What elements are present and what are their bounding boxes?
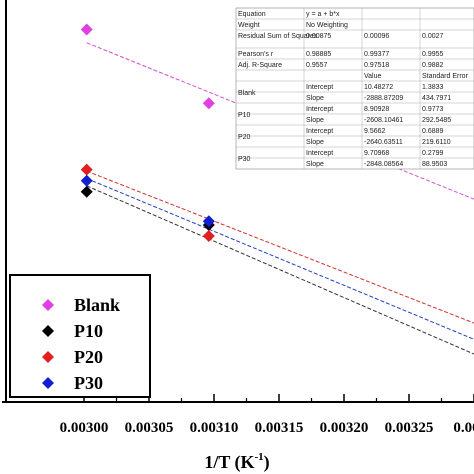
fit-table-cell: -2888.87209 <box>364 95 403 102</box>
fit-table-cell: 0.00875 <box>306 33 331 40</box>
data-point-p10 <box>80 185 93 198</box>
fit-table-cell: -2848.08564 <box>364 161 403 168</box>
fit-table-cell: Standard Error <box>422 73 469 80</box>
fit-table-cell: 0.9882 <box>422 62 444 69</box>
data-point-p20 <box>80 163 93 176</box>
fit-table-cell: 1.3833 <box>422 84 444 91</box>
fit-table-cell: Slope <box>306 139 324 146</box>
fit-line-p10 <box>86 185 474 355</box>
fit-table-cell: Slope <box>306 117 324 124</box>
fit-table-cell: Intercept <box>306 128 333 135</box>
fit-table-cell: -2640.63511 <box>364 139 403 146</box>
axes <box>2 0 474 403</box>
fit-table-cell: 0.9773 <box>422 106 444 113</box>
data-point-p30 <box>202 215 215 228</box>
fit-table-cell: 0.2799 <box>422 150 444 157</box>
fit-table-cell: Adj. R-Square <box>238 62 282 69</box>
fit-table-cell: y = a + b*x <box>306 11 340 18</box>
fit-lines <box>86 42 474 355</box>
x-axis-title-sup: -1 <box>255 451 264 463</box>
fit-table-cell: Intercept <box>306 84 333 91</box>
fit-table-group-label: P10 <box>238 112 251 119</box>
fit-table-group-label: P20 <box>238 134 251 141</box>
legend-label-p10: P10 <box>74 321 103 341</box>
x-tick-label: 0.00305 <box>125 420 174 436</box>
fit-table-cell: Slope <box>306 161 324 168</box>
legend-label-p30: P30 <box>74 373 103 393</box>
x-tick-label: 0.00315 <box>255 420 304 436</box>
fit-table-cell: 0.9955 <box>422 51 444 58</box>
legend-label-p20: P20 <box>74 347 103 367</box>
fit-table-cell: 0.0027 <box>422 33 444 40</box>
x-axis-title-close: ) <box>264 452 270 473</box>
fit-table-cell: 0.97518 <box>364 62 389 69</box>
fit-table-cell: 0.6889 <box>422 128 444 135</box>
fit-table-cell: 8.90928 <box>364 106 389 113</box>
fit-line-p30 <box>86 178 474 340</box>
fit-table-cell: No Weighting <box>306 22 348 29</box>
x-tick-label: 0.0033 <box>453 420 474 436</box>
fit-results-table: Equation y = a + b*x Weight No Weighting Res… <box>235 7 474 170</box>
fit-table-cell: 0.00096 <box>364 33 389 40</box>
fit-table-cell: 0.99377 <box>364 51 389 58</box>
fit-table-cell: 0.9557 <box>306 62 328 69</box>
legend-label-blank: Blank <box>74 295 120 315</box>
fit-table-cell: -2608.10461 <box>364 117 403 124</box>
fit-table-cell: Intercept <box>306 150 333 157</box>
x-tick-label: 0.00325 <box>385 420 434 436</box>
fit-table-cell: Value <box>364 73 381 80</box>
fit-table-cell: Slope <box>306 95 324 102</box>
fit-table-cell: 292.5485 <box>422 117 451 124</box>
fit-table-cell: 434.7971 <box>422 95 451 102</box>
fit-table-cell: 0.98885 <box>306 51 331 58</box>
x-tick-label: 0.00300 <box>60 420 109 436</box>
legend-marker-p20 <box>42 351 54 363</box>
data-point-p20 <box>202 230 215 243</box>
fit-table-cell: 10.48272 <box>364 84 393 91</box>
fit-table-cell: Intercept <box>306 106 333 113</box>
legend-box <box>9 274 151 398</box>
fit-line-blank <box>86 42 474 200</box>
legend-marker-p10 <box>42 325 54 337</box>
data-point-p30 <box>80 174 93 187</box>
fit-table-group-label: P30 <box>238 156 251 163</box>
fit-table-cell: 9.70968 <box>364 150 389 157</box>
fit-table-background <box>235 7 474 170</box>
fit-table-cell: Equation <box>238 11 266 18</box>
data-points <box>80 23 215 243</box>
legend-marker-blank <box>42 299 54 311</box>
data-point-blank <box>80 23 93 36</box>
fit-table-cell: 9.5662 <box>364 128 386 135</box>
fit-table-cell: Weight <box>238 22 260 29</box>
data-point-blank <box>202 97 215 110</box>
x-tick-label: 0.00310 <box>190 420 239 436</box>
fit-table-cell: 219.6110 <box>422 139 451 146</box>
x-axis-title: 1/T (K-1) <box>204 451 269 473</box>
legend: Blank P10 P20 P30 <box>9 274 151 398</box>
fit-table-cell: Residual Sum of Squares <box>238 33 318 40</box>
legend-marker-p30 <box>42 377 54 389</box>
fit-line-p20 <box>86 170 474 324</box>
fit-table-cell: Pearson's r <box>238 51 274 58</box>
fit-table-group-label: Blank <box>238 90 256 97</box>
fit-table-cell: 88.9503 <box>422 161 447 168</box>
x-ticks: 0.00300 0.00305 0.00310 0.00315 0.00320 0.003… <box>60 394 474 436</box>
x-tick-label: 0.00320 <box>320 420 369 436</box>
x-axis-title-text: 1/T (K <box>204 452 254 473</box>
